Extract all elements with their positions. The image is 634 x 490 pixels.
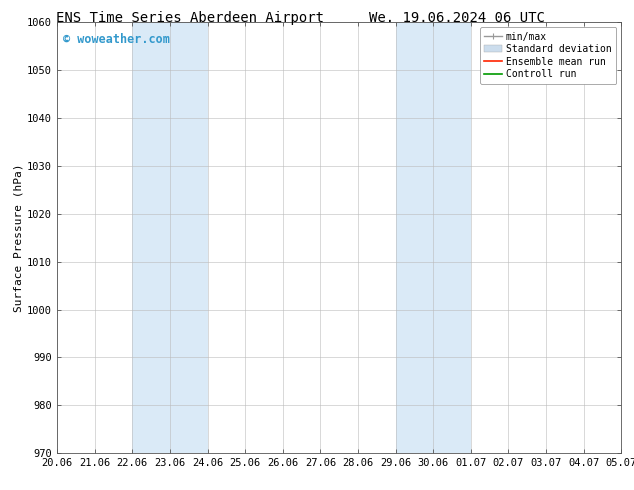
Text: ENS Time Series Aberdeen Airport: ENS Time Series Aberdeen Airport	[56, 11, 324, 25]
Text: We. 19.06.2024 06 UTC: We. 19.06.2024 06 UTC	[368, 11, 545, 25]
Bar	[133, 22, 207, 453]
Y-axis label: Surface Pressure (hPa): Surface Pressure (hPa)	[13, 163, 23, 312]
Bar	[396, 22, 471, 453]
Legend: min/max, Standard deviation, Ensemble mean run, Controll run: min/max, Standard deviation, Ensemble me…	[479, 27, 616, 84]
Text: © woweather.com: © woweather.com	[63, 33, 169, 46]
